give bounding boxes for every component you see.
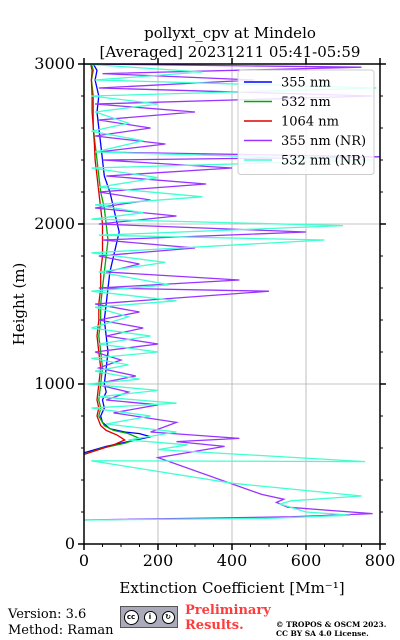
legend-label: 532 nm (NR) <box>281 154 366 169</box>
y-axis-label: Height (m) <box>10 263 28 346</box>
x-tick-label: 200 <box>143 551 174 570</box>
y-tick-label: 0 <box>65 534 75 553</box>
chart-title: pollyxt_cpv at Mindelo <box>144 24 316 42</box>
x-tick-label: 600 <box>291 551 322 570</box>
x-tick-label: 800 <box>365 551 396 570</box>
legend-label: 355 nm <box>281 76 331 91</box>
by-icon: i <box>143 610 157 624</box>
preliminary-line2: Results. <box>185 618 244 633</box>
version-text: Version: 3.6 <box>8 607 87 622</box>
copyright-notice: © TROPOS & OSCM 2023. CC BY SA 4.0 Licen… <box>276 620 386 638</box>
legend-label: 1064 nm <box>281 115 339 130</box>
legend-label: 532 nm <box>281 95 331 110</box>
series-line <box>84 64 377 521</box>
y-tick-label: 1000 <box>34 374 75 393</box>
y-tick-label: 2000 <box>34 214 75 233</box>
sa-icon: ↻ <box>161 610 175 624</box>
preliminary-notice: Preliminary Results. <box>185 603 271 633</box>
method-text: Method: Raman <box>8 623 114 638</box>
x-tick-label: 0 <box>79 551 89 570</box>
series-line <box>84 64 151 454</box>
legend-box <box>237 69 375 175</box>
series-line <box>84 64 380 521</box>
legend-label: 355 nm (NR) <box>281 134 366 149</box>
x-tick-label: 400 <box>217 551 248 570</box>
y-tick-label: 3000 <box>34 54 75 73</box>
x-axis-label: Extinction Coefficient [Mm⁻¹] <box>119 579 344 597</box>
chart-subtitle: [Averaged] 20231211 05:41-05:59 <box>100 43 361 61</box>
copyright-line2: CC BY SA 4.0 License. <box>276 629 369 638</box>
copyright-line1: © TROPOS & OSCM 2023. <box>276 620 387 629</box>
preliminary-line1: Preliminary <box>185 603 271 618</box>
plot-layer: 0 200 400 600 800 0 1000 2000 3000 pollyxt_cpv at… <box>10 24 395 597</box>
cc-icon: cc <box>123 609 139 625</box>
cc-license-logo: cc i ↻ <box>120 606 178 628</box>
version-info: Version: 3.6 Method: Raman <box>8 607 114 639</box>
